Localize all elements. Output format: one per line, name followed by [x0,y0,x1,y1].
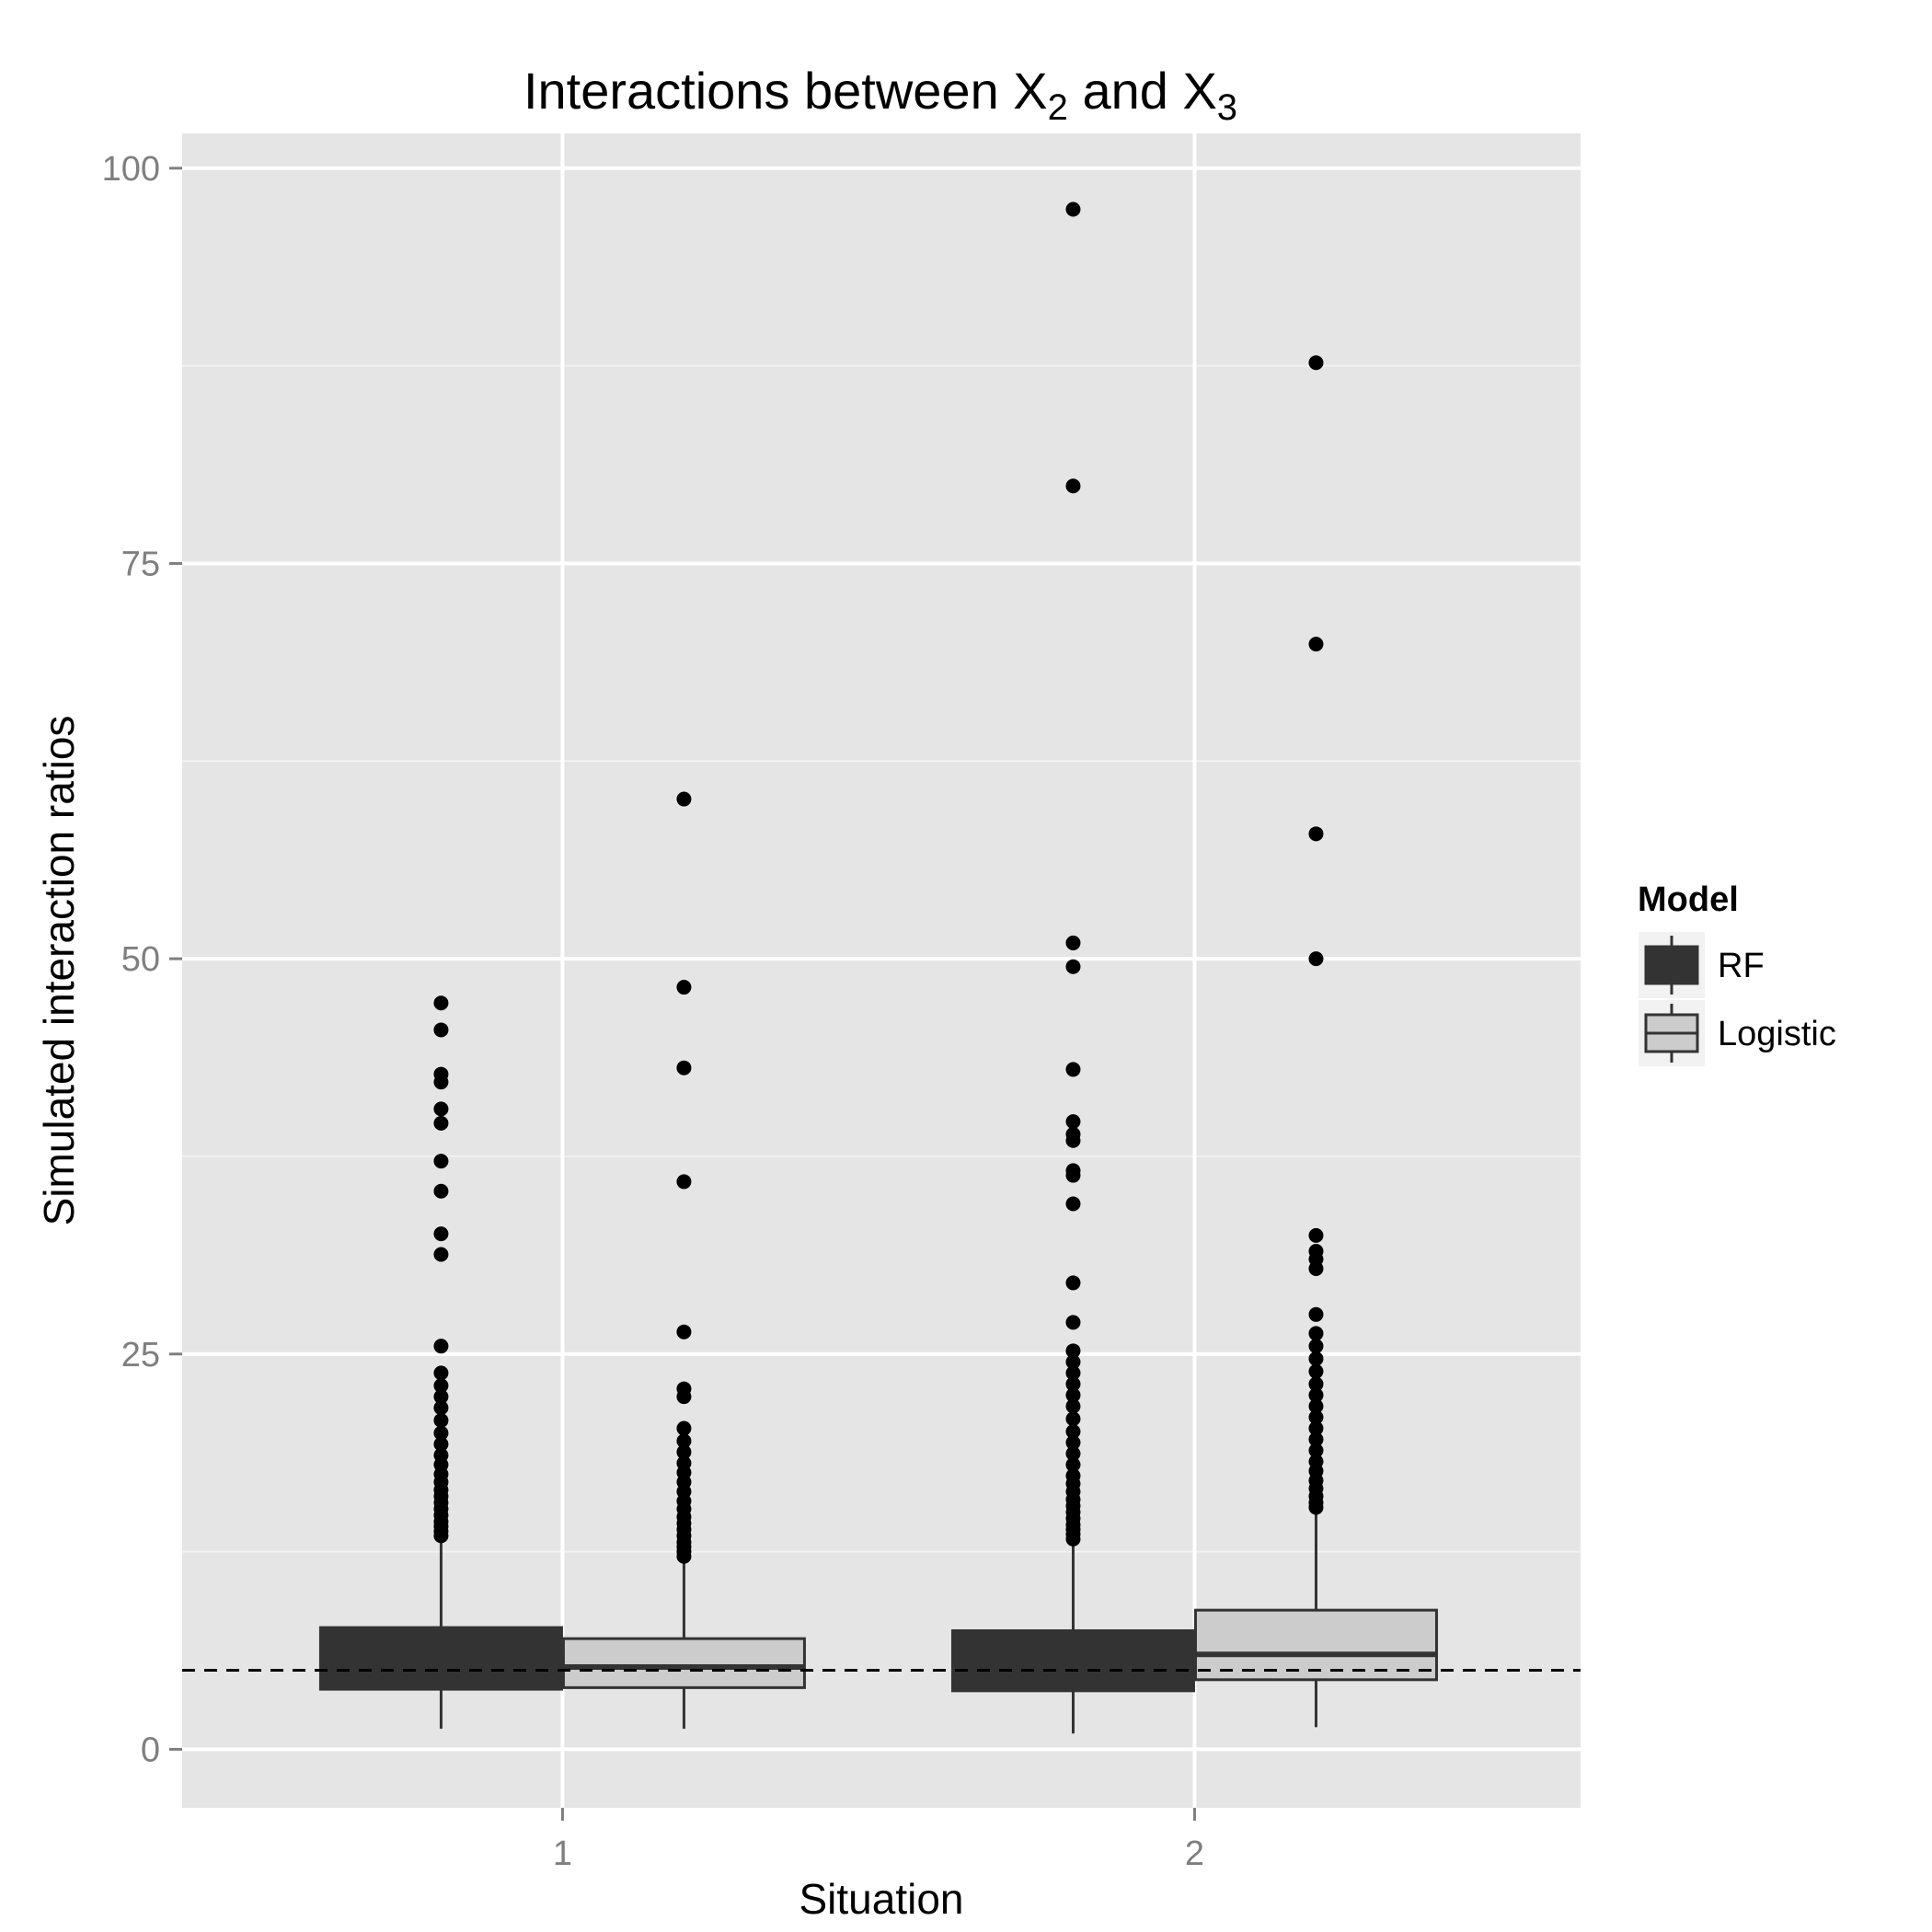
plot-panel [182,133,1581,1808]
outlier-point [433,1183,449,1199]
outlier-point [1308,1398,1324,1414]
outlier-point [1308,1454,1324,1469]
outlier-point [1308,1351,1324,1366]
outlier-point [1065,1196,1081,1212]
outlier-point [676,1324,692,1340]
grid-lines [182,133,1581,1808]
outlier-point [433,1226,449,1242]
x-axis-title: Situation [799,1875,963,1923]
outlier-point [676,1433,692,1449]
outlier-point [1065,1387,1081,1403]
outlier-point [433,1378,449,1394]
outlier-point [433,1022,449,1038]
outlier-point [433,1115,449,1131]
outlier-point [1065,959,1081,974]
outlier-point [1065,1315,1081,1330]
legend-label-rf: RF [1718,947,1765,985]
y-tick-label: 100 [102,150,160,189]
outlier-point [1065,478,1081,494]
outlier-point [676,1381,692,1397]
outlier-point [433,1400,449,1416]
outlier-point [1308,1306,1324,1322]
outlier-point [1308,355,1324,371]
outlier-point [433,1365,449,1381]
outlier-points [433,201,1324,1564]
outlier-point [1065,1435,1081,1451]
outlier-point [676,1420,692,1436]
outlier-point [676,1060,692,1075]
outlier-point [433,995,449,1011]
outlier-point [433,1339,449,1354]
y-tick-label: 0 [141,1731,160,1769]
box-logistic-2 [1193,1608,1438,1682]
outlier-point [433,1447,449,1463]
outlier-point [1065,935,1081,950]
outlier-point [433,1066,449,1082]
outlier-point [1065,1457,1081,1473]
outlier-point [1065,1365,1081,1381]
box-rf-2 [950,1629,1195,1693]
outlier-point [1065,1468,1081,1484]
outlier-point [1065,1275,1081,1291]
chart-title: Interactions between X2 and X3 [523,62,1237,128]
outlier-point [1308,951,1324,967]
outlier-point [433,1412,449,1428]
legend-label-logistic: Logistic [1718,1015,1836,1053]
outlier-point [433,1425,449,1441]
outlier-point [676,1174,692,1190]
outlier-point [1065,1376,1081,1392]
outlier-point [1308,1244,1324,1259]
outlier-point [1065,1411,1081,1427]
outlier-point [433,1436,449,1452]
outlier-point [433,1154,449,1169]
y-axis: 0 25 50 75 100 [102,150,182,1769]
y-tick-label: 25 [121,1336,160,1374]
outlier-point [1308,1420,1324,1436]
box-logistic-1 [561,1637,806,1689]
outlier-point [1308,1376,1324,1392]
outlier-point [1308,1409,1324,1425]
outlier-point [1308,637,1324,652]
outlier-point [1065,1114,1081,1130]
outlier-point [433,1389,449,1405]
x-tick-label: 1 [553,1834,572,1873]
outlier-point [676,1444,692,1460]
y-tick-label: 75 [121,545,160,583]
outlier-point [433,1101,449,1117]
legend-title: Model [1638,880,1739,919]
outlier-point [1065,201,1081,217]
outlier-point [1065,1163,1081,1179]
outlier-point [1065,1126,1081,1142]
outlier-point [1308,1443,1324,1458]
outlier-point [433,1247,449,1262]
legend: Model RF Logistic [1638,880,1836,1066]
outlier-point [1308,1339,1324,1354]
outlier-point [1065,1062,1081,1077]
outlier-point [1065,1423,1081,1439]
outlier-point [1308,1326,1324,1341]
outlier-point [1065,1343,1081,1359]
box-series [318,1510,1438,1734]
outlier-point [1308,1432,1324,1447]
outlier-point [676,980,692,995]
y-axis-title: Simulated interaction ratios [35,716,83,1226]
outlier-point [1308,826,1324,842]
x-tick-label: 2 [1185,1834,1204,1873]
outlier-point [1308,1387,1324,1403]
box-rf-1 [318,1626,563,1691]
outlier-point [676,1455,692,1471]
outlier-point [1308,1227,1324,1243]
outlier-point [1065,1354,1081,1370]
outlier-point [1308,1363,1324,1379]
outlier-point [676,791,692,807]
outlier-point [1065,1398,1081,1414]
outlier-point [1065,1446,1081,1462]
y-tick-label: 50 [121,940,160,979]
